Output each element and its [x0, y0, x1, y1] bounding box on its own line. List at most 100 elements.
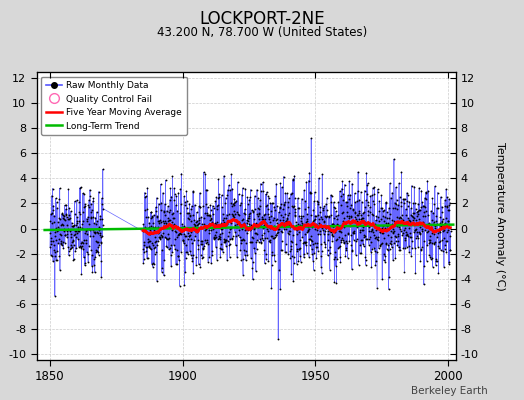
- Point: [203, 212, 212, 218]
- Point: [378, 240, 386, 246]
- Point: [267, 213, 275, 220]
- Point: [374, 189, 382, 195]
- Point: [143, 185, 151, 191]
- Point: [224, 233, 232, 240]
- Point: [390, 156, 398, 162]
- Point: [212, 229, 220, 235]
- Point: [252, 230, 260, 236]
- Point: [394, 242, 402, 248]
- Point: [291, 208, 300, 215]
- Point: [389, 205, 398, 212]
- Point: [340, 239, 348, 245]
- Point: [302, 218, 311, 224]
- Point: [330, 204, 338, 210]
- Point: [65, 205, 73, 211]
- Point: [96, 213, 104, 219]
- Point: [143, 255, 151, 261]
- Point: [283, 230, 292, 236]
- Point: [69, 223, 77, 229]
- Point: [399, 196, 408, 202]
- Point: [322, 214, 331, 220]
- Point: [340, 224, 348, 230]
- Point: [77, 245, 85, 251]
- Point: [154, 223, 162, 230]
- Point: [224, 218, 233, 224]
- Point: [66, 215, 74, 222]
- Point: [212, 194, 221, 200]
- Point: [358, 199, 366, 205]
- Point: [264, 228, 272, 235]
- Point: [376, 243, 384, 249]
- Point: [375, 208, 383, 214]
- Point: [405, 224, 413, 231]
- Point: [142, 214, 150, 220]
- Point: [292, 226, 300, 232]
- Text: Berkeley Earth: Berkeley Earth: [411, 386, 487, 396]
- Point: [233, 209, 242, 215]
- Point: [163, 215, 172, 221]
- Point: [404, 215, 412, 222]
- Point: [445, 200, 454, 206]
- Point: [51, 253, 60, 259]
- Point: [163, 218, 172, 224]
- Point: [54, 240, 62, 246]
- Point: [146, 209, 155, 216]
- Point: [189, 188, 197, 194]
- Point: [446, 228, 455, 234]
- Point: [413, 208, 422, 214]
- Point: [286, 248, 294, 254]
- Point: [161, 218, 169, 224]
- Point: [68, 244, 77, 251]
- Point: [173, 208, 181, 214]
- Point: [156, 219, 165, 226]
- Point: [435, 222, 444, 228]
- Point: [274, 226, 282, 232]
- Point: [170, 215, 178, 222]
- Point: [196, 204, 204, 210]
- Point: [199, 202, 208, 209]
- Point: [259, 215, 268, 222]
- Point: [269, 226, 278, 232]
- Point: [269, 214, 278, 221]
- Point: [446, 247, 454, 253]
- Point: [56, 185, 64, 192]
- Point: [231, 222, 239, 228]
- Point: [177, 170, 185, 177]
- Point: [332, 208, 340, 214]
- Point: [220, 238, 228, 245]
- Point: [331, 229, 339, 236]
- Point: [228, 210, 236, 217]
- Point: [341, 253, 350, 259]
- Point: [383, 209, 391, 216]
- Point: [378, 208, 387, 215]
- Point: [220, 172, 228, 179]
- Point: [336, 188, 344, 194]
- Point: [290, 195, 299, 201]
- Point: [200, 214, 208, 221]
- Point: [51, 195, 60, 202]
- Point: [374, 186, 382, 193]
- Point: [349, 218, 357, 224]
- Point: [271, 232, 280, 238]
- Point: [73, 220, 81, 226]
- Point: [208, 248, 216, 254]
- Point: [88, 263, 96, 270]
- Point: [175, 230, 183, 237]
- Point: [277, 201, 285, 207]
- Point: [377, 241, 385, 248]
- Point: [387, 241, 396, 247]
- Point: [92, 220, 100, 227]
- Point: [203, 210, 211, 216]
- Point: [257, 220, 265, 227]
- Point: [266, 200, 275, 206]
- Point: [371, 221, 379, 228]
- Point: [98, 216, 106, 223]
- Point: [259, 222, 268, 228]
- Point: [289, 278, 298, 284]
- Point: [267, 208, 275, 214]
- Point: [245, 210, 254, 216]
- Point: [219, 221, 227, 228]
- Point: [280, 220, 288, 227]
- Point: [283, 215, 291, 221]
- Point: [235, 212, 244, 218]
